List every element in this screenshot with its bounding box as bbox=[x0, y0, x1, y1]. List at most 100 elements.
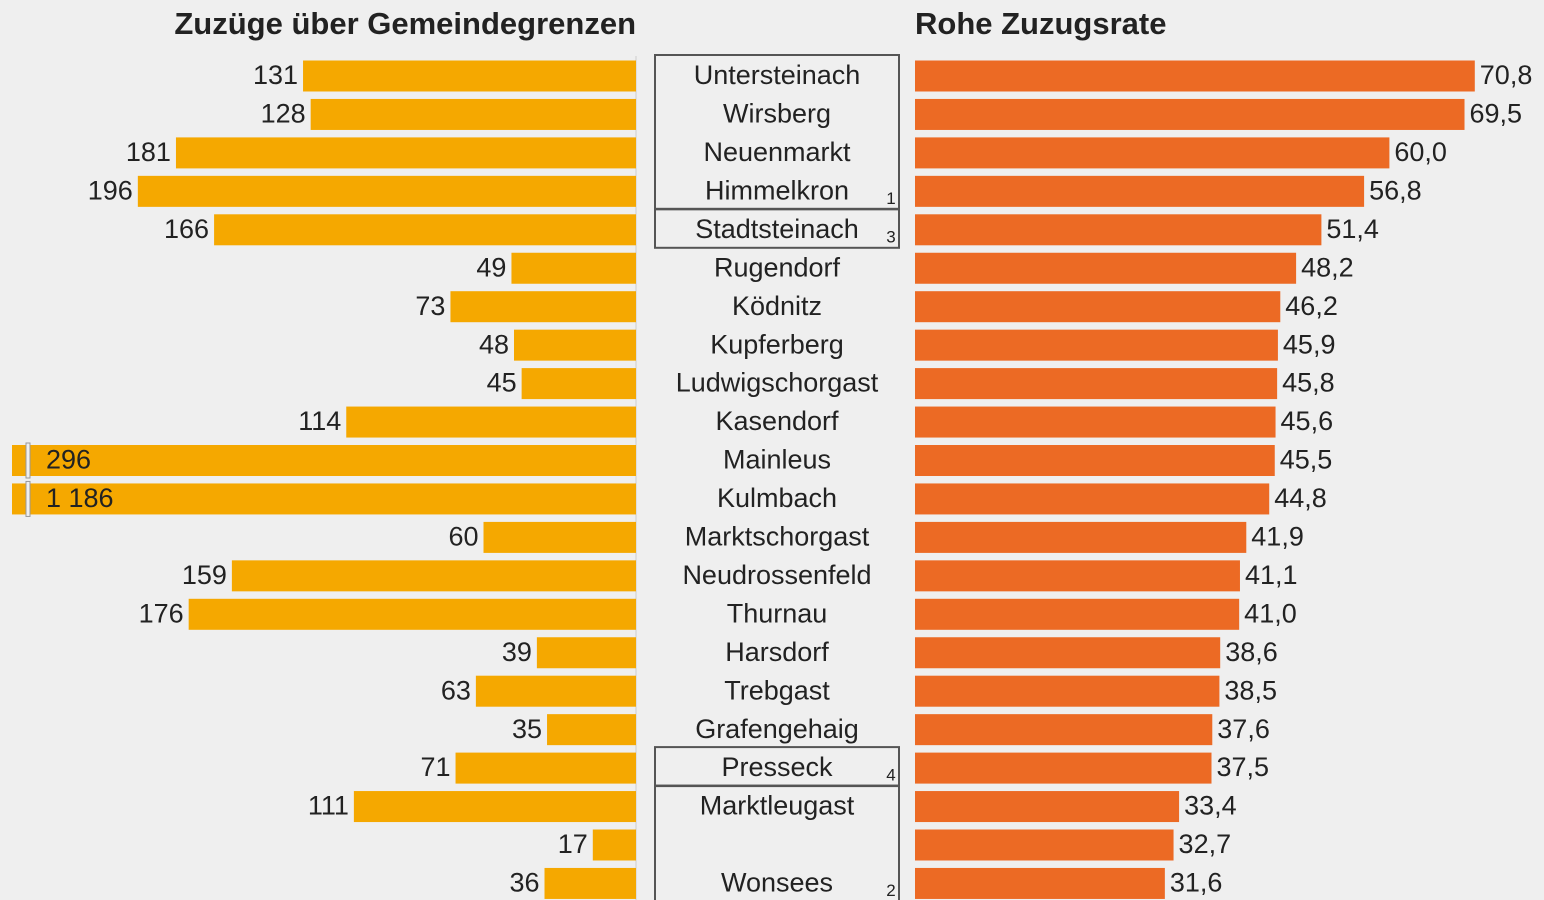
footnote: 2 bbox=[886, 881, 895, 900]
category-label: Kupferberg bbox=[710, 329, 844, 359]
bar bbox=[915, 329, 1278, 361]
value-label: 196 bbox=[88, 175, 133, 205]
category-label: Untersteinach bbox=[694, 60, 861, 90]
left-title: Zuzüge über Gemeindegrenzen bbox=[174, 6, 636, 41]
footnote: 1 bbox=[886, 189, 895, 208]
category-label: Thurnau bbox=[727, 598, 828, 628]
value-label: 38,5 bbox=[1224, 675, 1277, 705]
bar bbox=[450, 291, 636, 323]
bar bbox=[915, 560, 1240, 592]
value-label: 31,6 bbox=[1170, 868, 1223, 898]
bar bbox=[547, 714, 636, 746]
bar bbox=[231, 560, 636, 592]
bar bbox=[915, 214, 1322, 246]
bar bbox=[137, 175, 637, 207]
bar bbox=[915, 175, 1365, 207]
value-label: 17 bbox=[558, 829, 588, 859]
bar bbox=[214, 214, 637, 246]
bar bbox=[915, 675, 1220, 707]
bar bbox=[915, 98, 1465, 130]
bar bbox=[915, 252, 1297, 284]
value-label: 114 bbox=[298, 406, 341, 436]
bar bbox=[915, 521, 1247, 553]
value-label: 41,0 bbox=[1244, 598, 1297, 628]
value-label: 45,5 bbox=[1280, 445, 1333, 475]
value-label: 35 bbox=[512, 714, 542, 744]
value-label: 32,7 bbox=[1179, 829, 1232, 859]
bar bbox=[915, 598, 1240, 630]
value-label: 56,8 bbox=[1369, 175, 1422, 205]
value-label: 51,4 bbox=[1326, 214, 1379, 244]
bar bbox=[915, 829, 1174, 861]
value-label: 48 bbox=[479, 329, 509, 359]
bar bbox=[12, 483, 636, 515]
bar bbox=[310, 98, 636, 130]
value-label: 37,6 bbox=[1217, 714, 1270, 744]
category-label: Wirsberg bbox=[723, 99, 831, 129]
value-label: 159 bbox=[182, 560, 227, 590]
value-label: 45 bbox=[487, 368, 517, 398]
value-label: 166 bbox=[164, 214, 209, 244]
value-label: 60 bbox=[448, 522, 478, 552]
bar bbox=[915, 406, 1276, 438]
value-label: 70,8 bbox=[1480, 60, 1533, 90]
value-label: 131 bbox=[253, 60, 298, 90]
bar bbox=[915, 791, 1180, 823]
bar bbox=[536, 637, 636, 669]
category-label: Presseck bbox=[721, 752, 833, 782]
bar bbox=[544, 867, 636, 899]
category-label: Himmelkron bbox=[705, 175, 849, 205]
category-label: Kulmbach bbox=[717, 483, 837, 513]
category-label: Neuenmarkt bbox=[703, 137, 851, 167]
axis-break bbox=[25, 442, 31, 479]
value-label: 46,2 bbox=[1285, 291, 1338, 321]
bar bbox=[483, 521, 636, 553]
value-label: 73 bbox=[415, 291, 445, 321]
value-label: 37,5 bbox=[1217, 752, 1270, 782]
value-label: 60,0 bbox=[1394, 137, 1447, 167]
value-label: 128 bbox=[261, 99, 306, 129]
bar bbox=[915, 752, 1212, 784]
bar bbox=[915, 637, 1221, 669]
bar bbox=[915, 291, 1281, 323]
value-label: 41,9 bbox=[1251, 522, 1304, 552]
value-label: 44,8 bbox=[1274, 483, 1327, 513]
value-label: 1 186 bbox=[46, 483, 114, 513]
value-label: 36 bbox=[509, 868, 539, 898]
category-label: Grafengehaig bbox=[695, 714, 859, 744]
value-label: 45,8 bbox=[1282, 368, 1335, 398]
category-label: Ködnitz bbox=[732, 291, 822, 321]
right-title: Rohe Zuzugsrate bbox=[915, 6, 1166, 41]
bar bbox=[511, 252, 636, 284]
category-label: Neudrossenfeld bbox=[682, 560, 871, 590]
value-label: 45,9 bbox=[1283, 329, 1336, 359]
value-label: 69,5 bbox=[1470, 99, 1523, 129]
value-label: 41,1 bbox=[1245, 560, 1298, 590]
bar bbox=[303, 60, 636, 92]
value-label: 71 bbox=[420, 752, 450, 782]
axis-break bbox=[25, 480, 31, 517]
bar bbox=[175, 137, 637, 169]
value-label: 39 bbox=[502, 637, 532, 667]
footnote: 3 bbox=[886, 227, 895, 246]
category-label: Ludwigschorgast bbox=[676, 368, 879, 398]
bar bbox=[915, 445, 1275, 476]
bar bbox=[12, 445, 636, 476]
category-label: Kasendorf bbox=[715, 406, 839, 436]
category-label: Wonsees bbox=[721, 868, 833, 898]
group-box bbox=[654, 207, 900, 249]
bar bbox=[592, 829, 636, 861]
bar bbox=[915, 867, 1165, 899]
category-label: Harsdorf bbox=[725, 637, 829, 667]
bar bbox=[346, 406, 636, 438]
category-label: Marktschorgast bbox=[685, 522, 870, 552]
bar bbox=[521, 368, 636, 400]
category-label: Mainleus bbox=[723, 445, 831, 475]
bar bbox=[915, 368, 1278, 400]
value-label: 48,2 bbox=[1301, 252, 1354, 282]
bar bbox=[915, 137, 1390, 169]
bar bbox=[188, 598, 636, 630]
value-label: 33,4 bbox=[1184, 791, 1237, 821]
bar bbox=[455, 752, 636, 784]
category-label: Trebgast bbox=[724, 675, 830, 705]
